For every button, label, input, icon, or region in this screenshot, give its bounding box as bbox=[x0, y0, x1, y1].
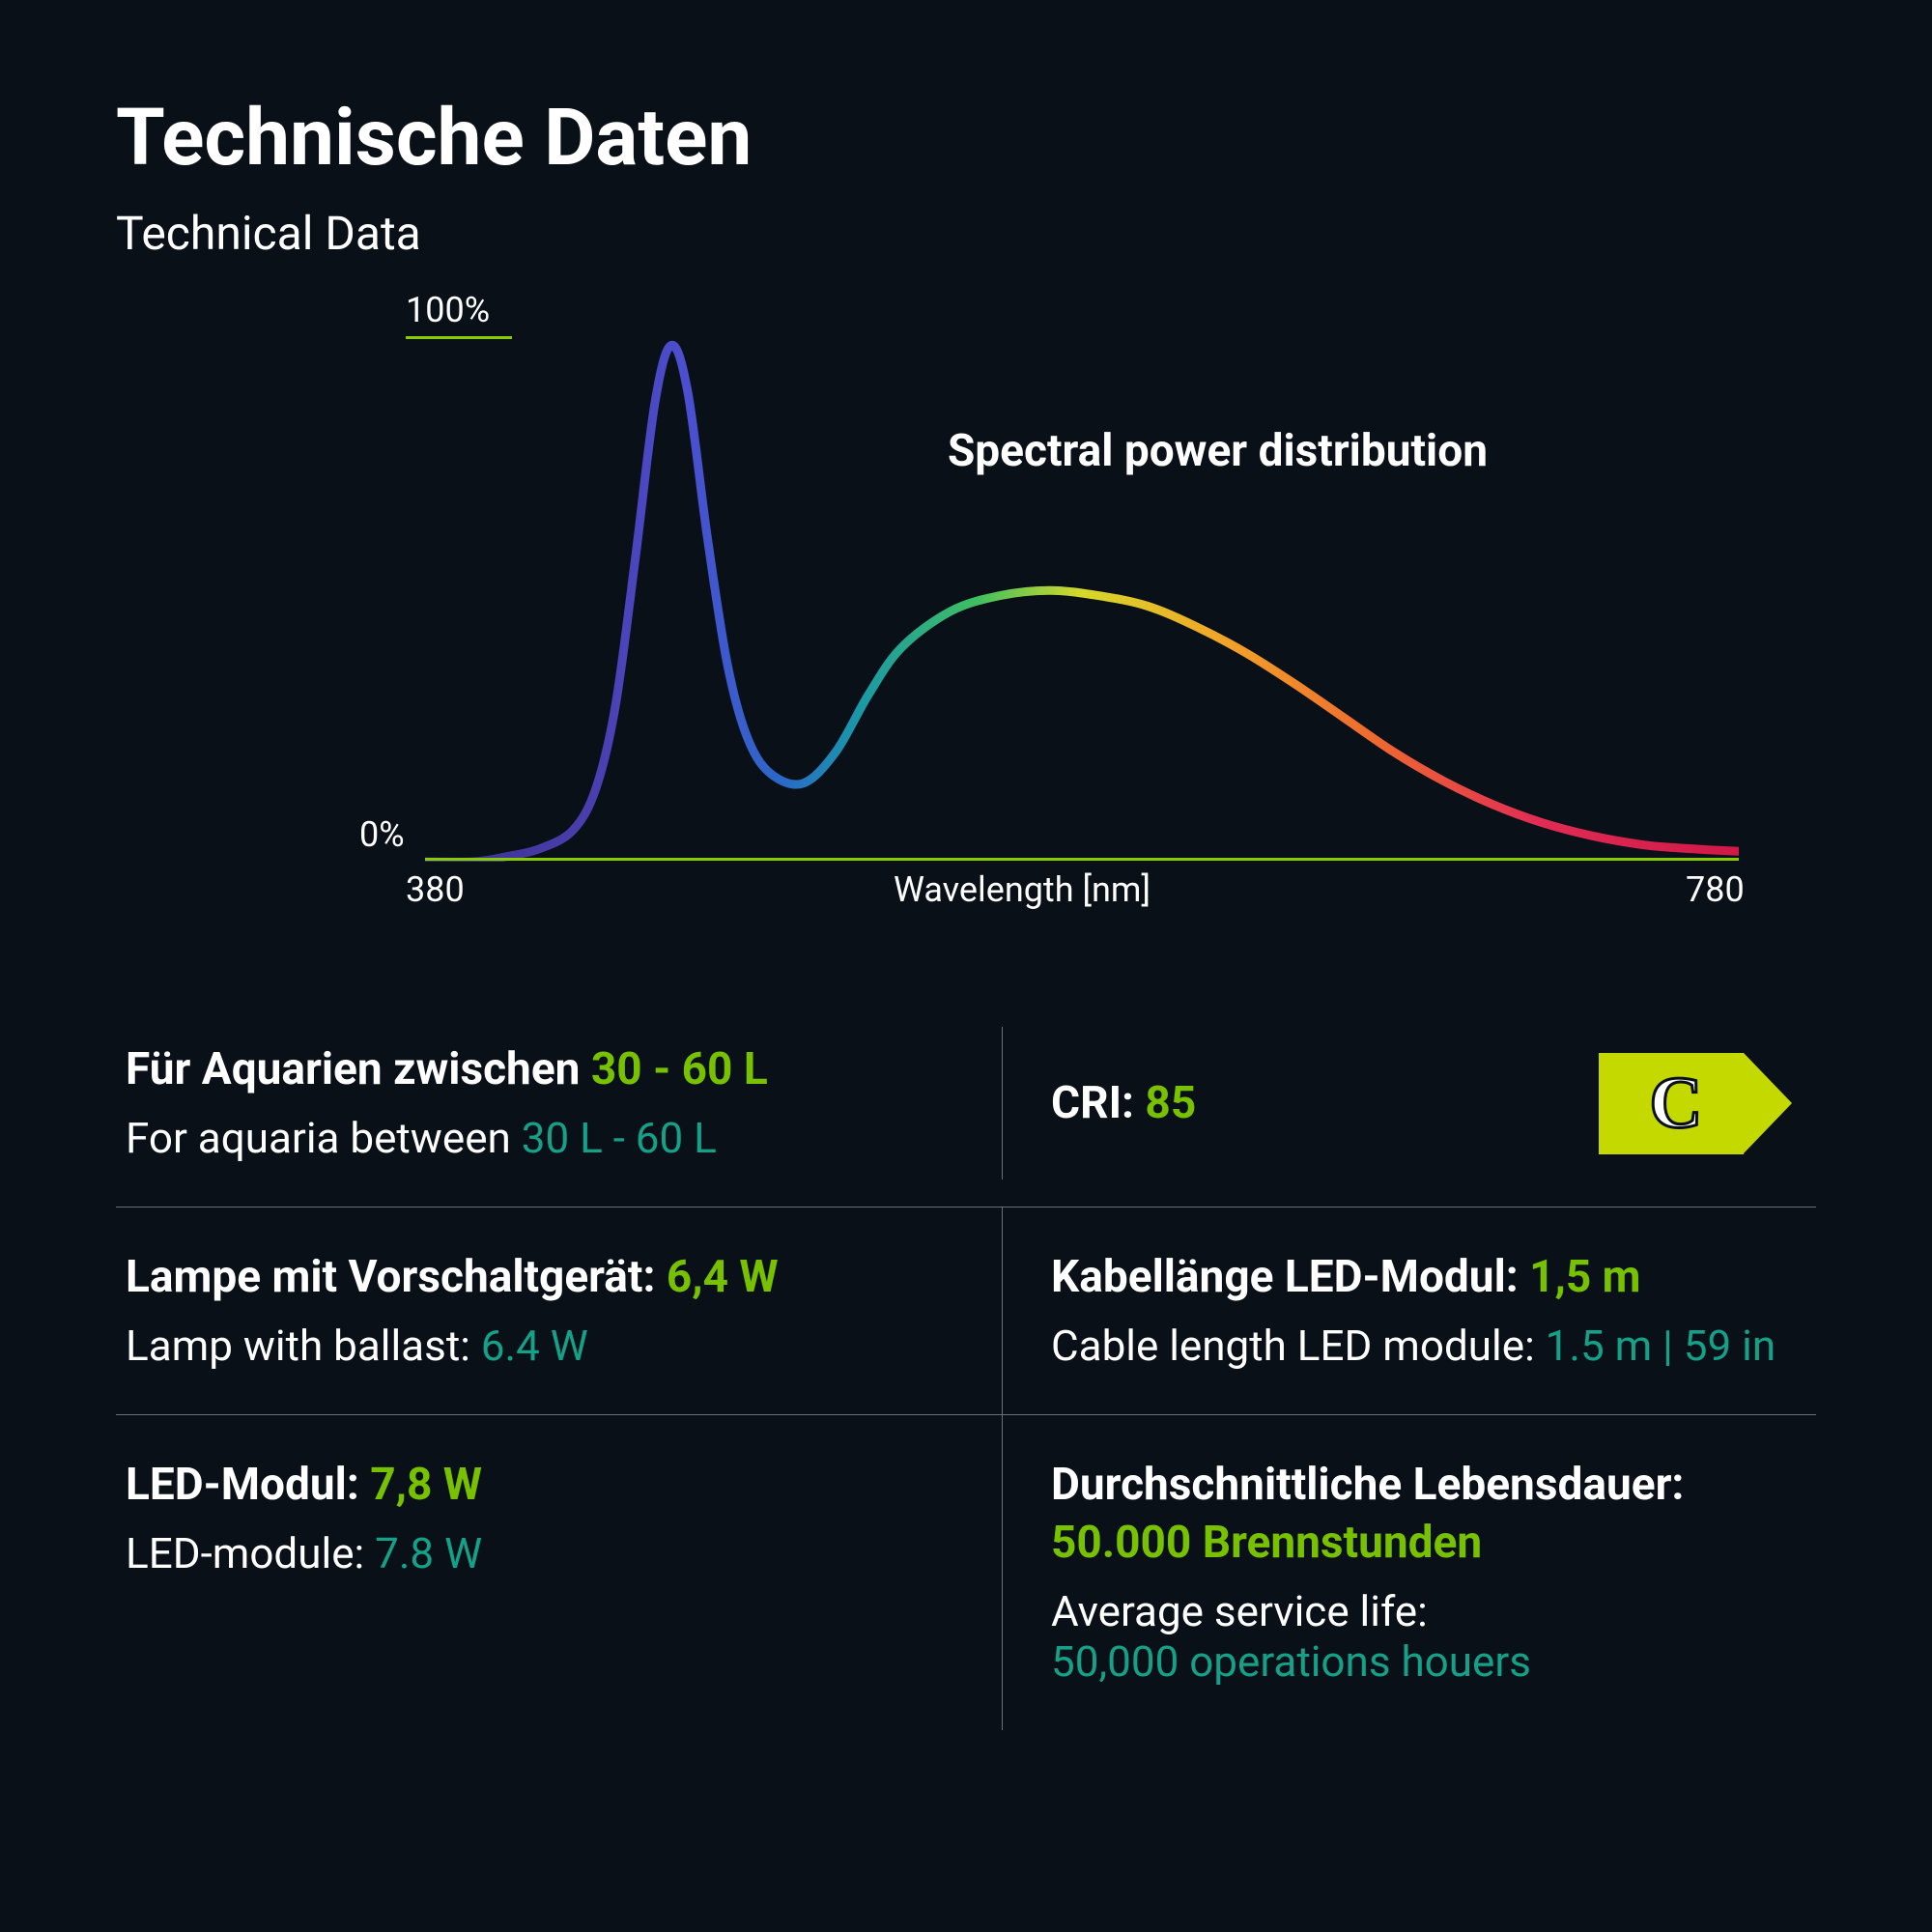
spec-cri: CRI: 85 C bbox=[1003, 1000, 1816, 1208]
spec-module: LED-Modul: 7,8 W LED-module: 7.8 W bbox=[116, 1415, 1003, 1730]
cable-label-de: Kabellänge LED-Modul: bbox=[1051, 1251, 1529, 1303]
life-value-de: 50.000 Brennstunden bbox=[1051, 1517, 1792, 1569]
spd-chart: 100% Spectral power distribution 0% 380 … bbox=[116, 290, 1758, 947]
x-axis-line bbox=[425, 858, 1739, 861]
page-title-de: Technische Daten bbox=[116, 92, 1816, 185]
spd-curve bbox=[425, 340, 1739, 862]
cable-value-de: 1,5 m bbox=[1529, 1251, 1640, 1303]
page-title-en: Technical Data bbox=[116, 206, 1816, 261]
x-axis-min-label: 380 bbox=[406, 869, 465, 910]
cri-label: CRI: bbox=[1051, 1077, 1145, 1129]
y-axis-min-label: 0% bbox=[359, 814, 405, 855]
y-axis-max-label: 100% bbox=[406, 290, 490, 330]
module-value-de: 7,8 W bbox=[370, 1459, 482, 1511]
y-axis-max-underline bbox=[406, 336, 512, 339]
aquaria-label-de: Für Aquarien zwischen bbox=[126, 1043, 591, 1095]
spec-aquaria: Für Aquarien zwischen 30 - 60 L For aqua… bbox=[116, 1000, 1003, 1208]
ballast-label-de: Lampe mit Vorschaltgerät: bbox=[126, 1251, 667, 1303]
ballast-label-en: Lamp with ballast: bbox=[126, 1321, 481, 1371]
spec-cable: Kabellänge LED-Modul: 1,5 m Cable length… bbox=[1003, 1208, 1816, 1415]
aquaria-value-en: 30 L - 60 L bbox=[522, 1113, 717, 1163]
energy-class-badge: C bbox=[1599, 1053, 1792, 1154]
ballast-value-en: 6.4 W bbox=[481, 1321, 588, 1371]
cable-label-en: Cable length LED module: bbox=[1051, 1321, 1546, 1371]
specs-table: Für Aquarien zwischen 30 - 60 L For aqua… bbox=[116, 1000, 1816, 1730]
spec-ballast: Lampe mit Vorschaltgerät: 6,4 W Lamp wit… bbox=[116, 1208, 1003, 1415]
module-label-de: LED-Modul: bbox=[126, 1459, 370, 1511]
aquaria-label-en: For aquaria between bbox=[126, 1113, 522, 1163]
life-label-en: Average service life: bbox=[1051, 1586, 1428, 1636]
spec-life: Durchschnittliche Lebensdauer: 50.000 Br… bbox=[1003, 1415, 1816, 1730]
energy-class-letter: C bbox=[1599, 1053, 1753, 1154]
cri-value: 85 bbox=[1145, 1077, 1249, 1129]
life-value-en: 50,000 operations houers bbox=[1051, 1636, 1792, 1687]
life-label-de: Durchschnittliche Lebensdauer: bbox=[1051, 1459, 1684, 1511]
x-axis-max-label: 780 bbox=[1686, 869, 1745, 910]
x-axis-label: Wavelength [nm] bbox=[894, 869, 1151, 910]
cable-value-en: 1.5 m | 59 in bbox=[1546, 1321, 1776, 1371]
ballast-value-de: 6,4 W bbox=[667, 1251, 779, 1303]
module-value-en: 7.8 W bbox=[375, 1528, 482, 1578]
module-label-en: LED-module: bbox=[126, 1528, 375, 1578]
aquaria-value-de: 30 - 60 L bbox=[591, 1043, 768, 1095]
